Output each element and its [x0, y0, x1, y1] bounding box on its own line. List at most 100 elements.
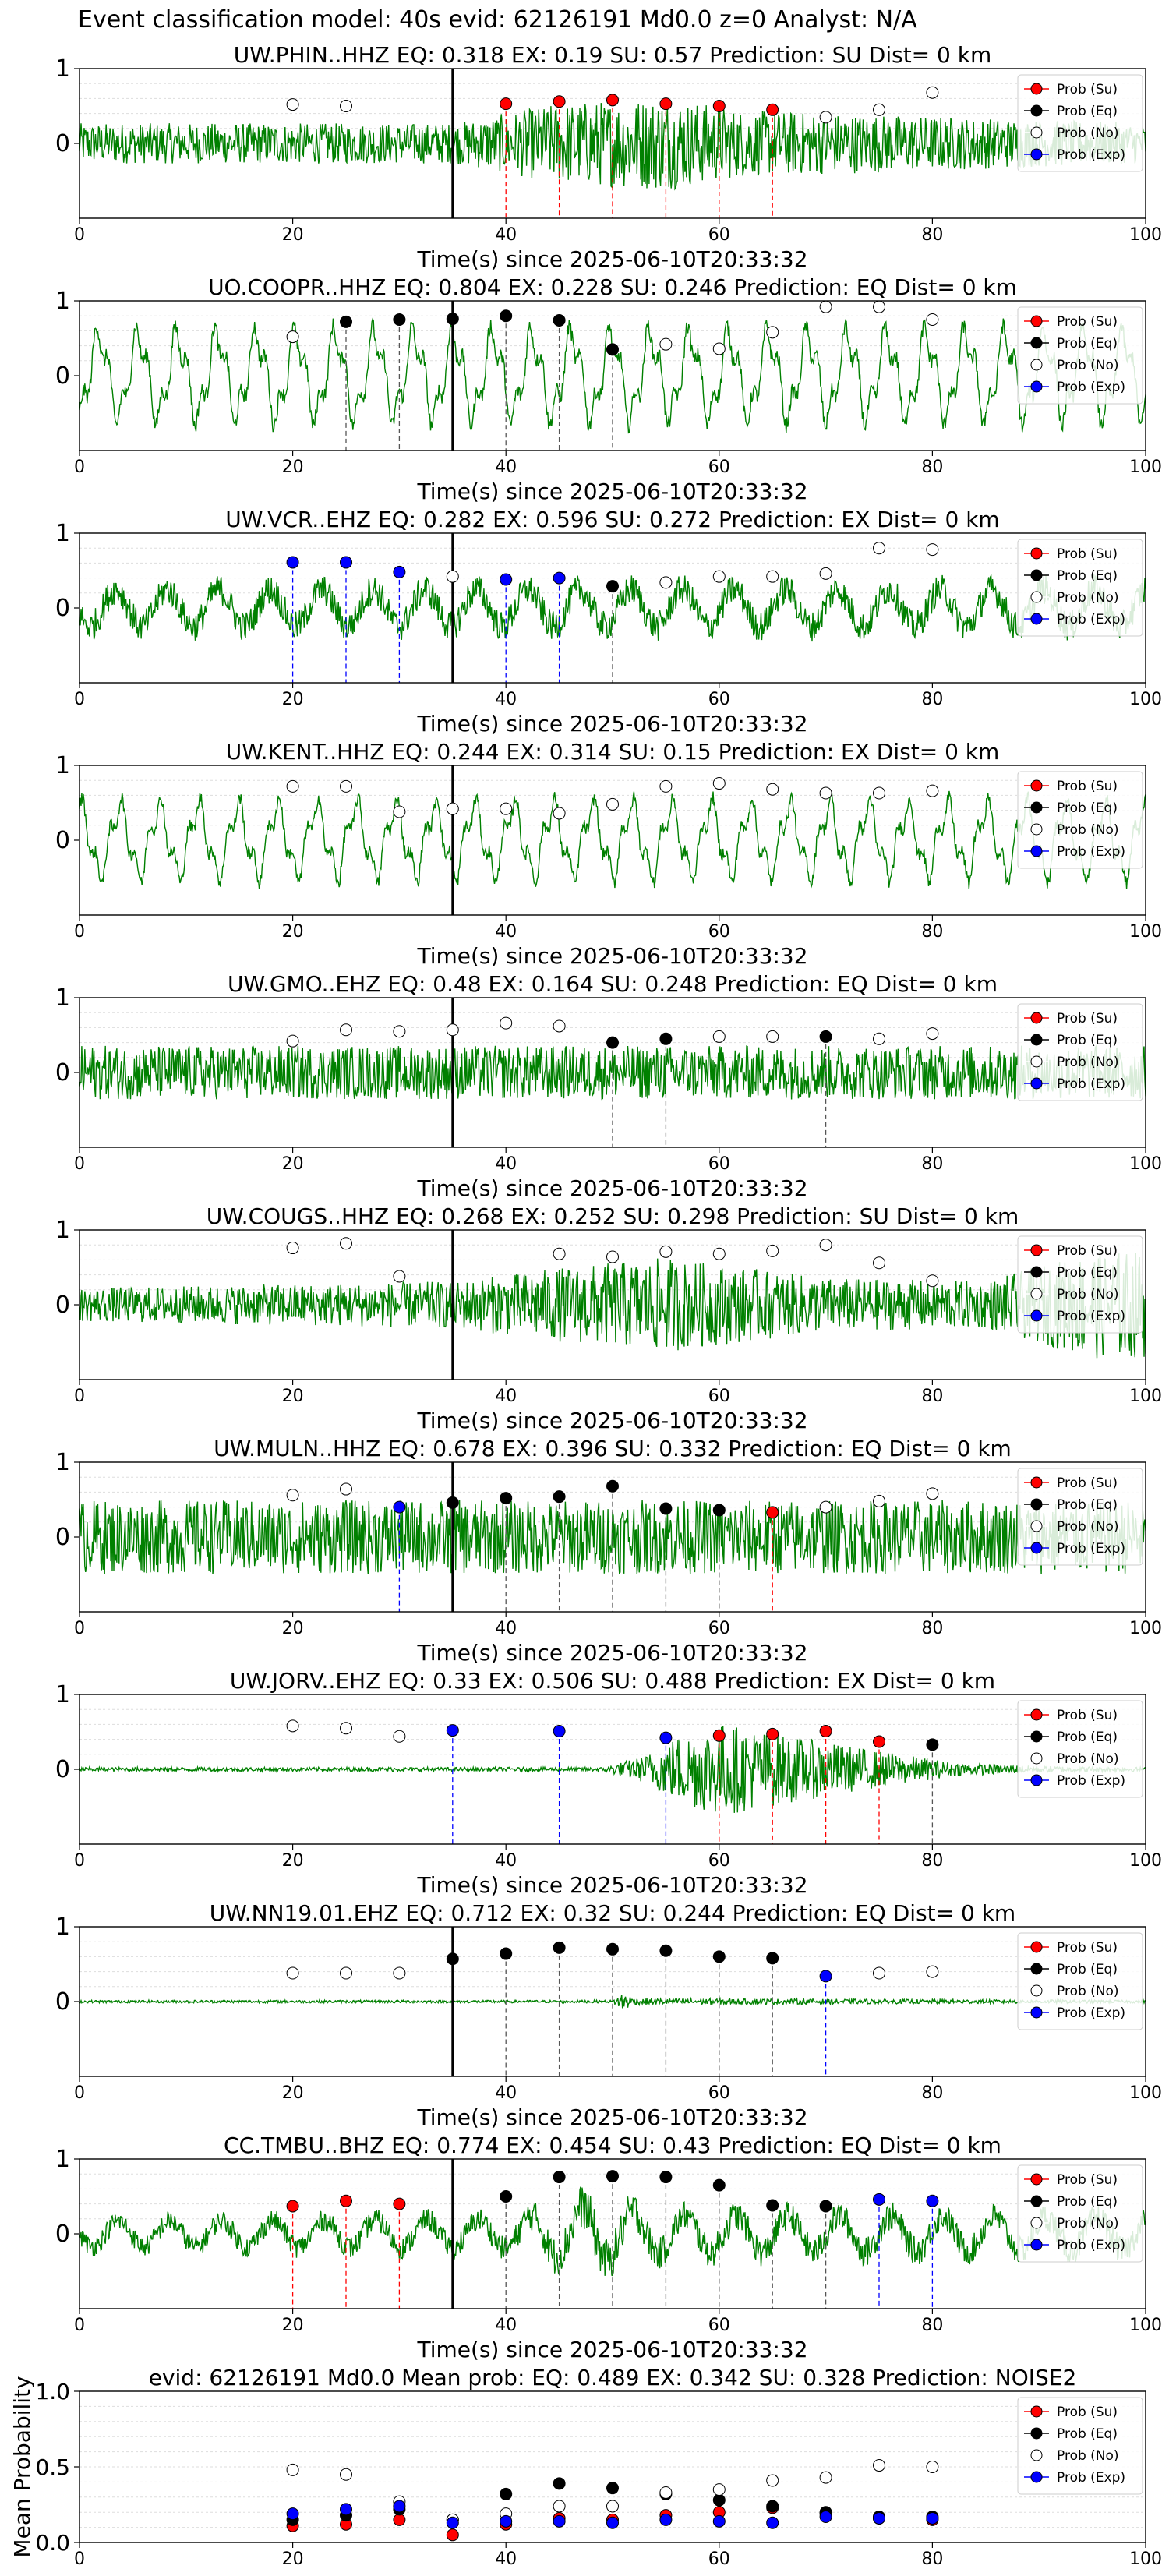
prob-point [659, 2171, 673, 2184]
x-tick-label: 20 [282, 1619, 304, 1638]
legend-marker [1030, 380, 1043, 393]
prob-point [873, 300, 885, 313]
legend-marker [1030, 315, 1043, 327]
prob-point [819, 300, 832, 313]
subplot-7: 0 20 40 60 80 100 0 1 UW.MULN..HHZ EQ: 0.678 EX:… [55, 1436, 1162, 1666]
prob-point [926, 313, 939, 326]
waveform-trace [79, 103, 1146, 191]
x-tick-label: 40 [495, 690, 517, 709]
legend-marker [1030, 1542, 1043, 1554]
y-tick-label: 1.0 [35, 2379, 70, 2405]
prob-point [712, 342, 726, 355]
y-tick-label: 0 [55, 1524, 70, 1551]
x-tick-label: 20 [282, 2549, 304, 2569]
prob-point [819, 2200, 832, 2213]
x-tick-label: 60 [708, 2316, 730, 2335]
legend-marker [1030, 547, 1043, 560]
legend: Prob (Su) Prob (Eq) Prob (No) Prob (Exp) [1017, 2397, 1143, 2495]
legend-marker [1030, 2471, 1043, 2483]
x-tick-label: 80 [921, 2316, 943, 2335]
legend-marker [1030, 845, 1043, 857]
legend-marker [1030, 1498, 1043, 1511]
x-tick-label: 80 [921, 2549, 943, 2569]
prob-point [340, 1966, 352, 1980]
waveform-trace [79, 2186, 1146, 2277]
x-tick-label: 0 [74, 1619, 85, 1638]
prob-point [766, 2199, 779, 2212]
x-tick-label: 100 [1129, 922, 1162, 942]
mean-prob-point [606, 2500, 619, 2513]
legend-label: Prob (Exp) [1057, 2470, 1125, 2486]
x-axis-label: Time(s) since 2025-06-10T20:33:32 [416, 1175, 807, 1201]
prob-point [873, 2193, 885, 2206]
prob-point [659, 337, 673, 351]
y-tick-label: 1 [55, 984, 70, 1012]
prob-point [446, 1023, 459, 1037]
x-tick-label: 100 [1129, 2083, 1162, 2103]
legend-label: Prob (Su) [1057, 82, 1118, 97]
prob-point [553, 1490, 566, 1504]
y-tick-label: 1 [55, 1217, 70, 1244]
x-axis-label: Time(s) since 2025-06-10T20:33:32 [416, 246, 807, 272]
legend-marker [1030, 2239, 1043, 2251]
legend-marker [1030, 126, 1043, 139]
prob-point [500, 1492, 513, 1505]
legend-marker [1030, 1774, 1043, 1786]
legend-label: Prob (Eq) [1057, 1265, 1118, 1281]
prob-point [766, 1506, 779, 1519]
mean-prob-point [553, 2514, 566, 2528]
y-tick-label: 0 [55, 827, 70, 854]
legend-label: Prob (Exp) [1057, 2238, 1125, 2253]
legend-marker [1030, 104, 1043, 117]
legend-label: Prob (Exp) [1057, 844, 1125, 860]
x-tick-label: 100 [1129, 458, 1162, 477]
x-tick-label: 0 [74, 2316, 85, 2335]
subplot-8: 0 20 40 60 80 100 0 1 UW.JORV..EHZ EQ: 0.33 EX: … [55, 1668, 1162, 1898]
x-tick-label: 20 [282, 690, 304, 709]
prob-point [873, 1032, 885, 1045]
mean-prob-point [873, 2511, 885, 2525]
legend-label: Prob (Exp) [1057, 2005, 1125, 2021]
x-axis-label: Time(s) since 2025-06-10T20:33:32 [416, 1872, 807, 1898]
legend-marker [1030, 1708, 1043, 1721]
x-tick-label: 80 [921, 2083, 943, 2103]
prob-point [340, 2194, 352, 2207]
mean-prob-point [446, 2528, 459, 2542]
x-tick-label: 60 [708, 922, 730, 942]
prob-point [553, 1941, 566, 1954]
legend-box [1017, 1468, 1143, 1566]
prob-point [926, 1274, 939, 1288]
legend: Prob (Su) Prob (Eq) Prob (No) Prob (Exp) [1017, 1468, 1143, 1566]
x-tick-label: 40 [495, 1154, 517, 1174]
y-tick-label: 1 [55, 1913, 70, 1941]
x-tick-label: 100 [1129, 2316, 1162, 2335]
prob-point [553, 571, 566, 585]
legend-label: Prob (Exp) [1057, 1309, 1125, 1324]
legend-marker [1030, 1963, 1043, 1975]
prob-point [819, 567, 832, 580]
subplot-title: UW.COUGS..HHZ EQ: 0.268 EX: 0.252 SU: 0.… [207, 1203, 1019, 1229]
prob-point [712, 570, 726, 583]
prob-point [819, 1970, 832, 1983]
prob-point [286, 556, 299, 569]
prob-point [340, 1722, 352, 1735]
prob-point [500, 1016, 513, 1030]
legend: Prob (Su) Prob (Eq) Prob (No) Prob (Exp) [1017, 539, 1143, 637]
x-tick-label: 60 [708, 1154, 730, 1174]
legend: Prob (Su) Prob (Eq) Prob (No) Prob (Exp) [1017, 1932, 1143, 2030]
prob-point [553, 1019, 566, 1033]
legend: Prob (Su) Prob (Eq) Prob (No) Prob (Exp) [1017, 306, 1143, 405]
prob-point [286, 330, 299, 344]
legend-box [1017, 1235, 1143, 1334]
subplot-title: UW.NN19.01.EHZ EQ: 0.712 EX: 0.32 SU: 0.… [210, 1900, 1015, 1926]
legend-marker [1030, 823, 1043, 836]
prob-point [873, 542, 885, 555]
prob-point [553, 807, 566, 820]
y-tick-label: 0.0 [35, 2530, 70, 2556]
x-tick-label: 40 [495, 1619, 517, 1638]
prob-point [712, 1030, 726, 1043]
subplot-5: 0 20 40 60 80 100 0 1 UW.GMO..EHZ EQ: 0.48 EX: 0… [55, 971, 1162, 1201]
prob-point [340, 1023, 352, 1037]
prob-point [926, 543, 939, 557]
x-tick-label: 0 [74, 690, 85, 709]
